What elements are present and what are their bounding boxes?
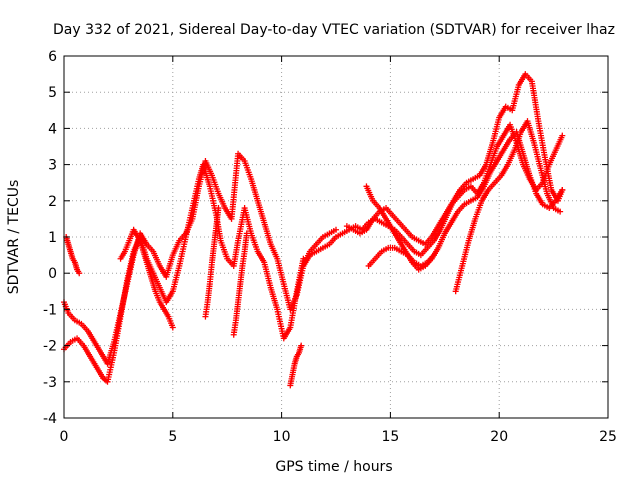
x-axis-label: GPS time / hours [275,459,392,475]
x-tick-label: 15 [381,429,399,445]
y-tick-label: 0 [48,266,57,282]
y-tick-labels: -4 -3 -2 -1 0 1 2 3 4 5 6 [43,49,57,427]
data-point [557,208,564,215]
data-point [559,186,566,193]
y-axis-label: SDTVAR / TECUs [6,180,22,295]
data-point [76,270,83,277]
x-tick-label: 5 [168,429,177,445]
chart-title: Day 332 of 2021, Sidereal Day-to-day VTE… [53,22,615,38]
x-tick-label: 25 [599,429,617,445]
x-tick-labels: 0 5 10 15 20 25 [60,429,617,445]
x-tick-label: 20 [490,429,508,445]
y-tick-label: -4 [43,411,57,427]
y-tick-label: 1 [48,230,57,246]
data-points [61,71,566,389]
y-tick-label: 4 [48,121,57,137]
y-tick-label: -1 [43,302,57,318]
y-tick-label: -3 [43,375,57,391]
y-tick-label: 3 [48,158,57,174]
data-point [333,226,339,233]
x-tick-label: 0 [60,429,69,445]
data-point [298,342,305,349]
data-point [169,324,176,331]
y-tick-label: 2 [48,194,57,210]
y-tick-label: 5 [48,85,57,101]
axis-ticks [63,55,609,419]
y-tick-label: 6 [48,49,57,65]
data-point [243,230,250,237]
y-tick-label: -2 [43,339,57,355]
data-point [430,252,437,259]
data-point [559,132,566,139]
data-point [215,205,222,212]
x-tick-label: 10 [273,429,291,445]
